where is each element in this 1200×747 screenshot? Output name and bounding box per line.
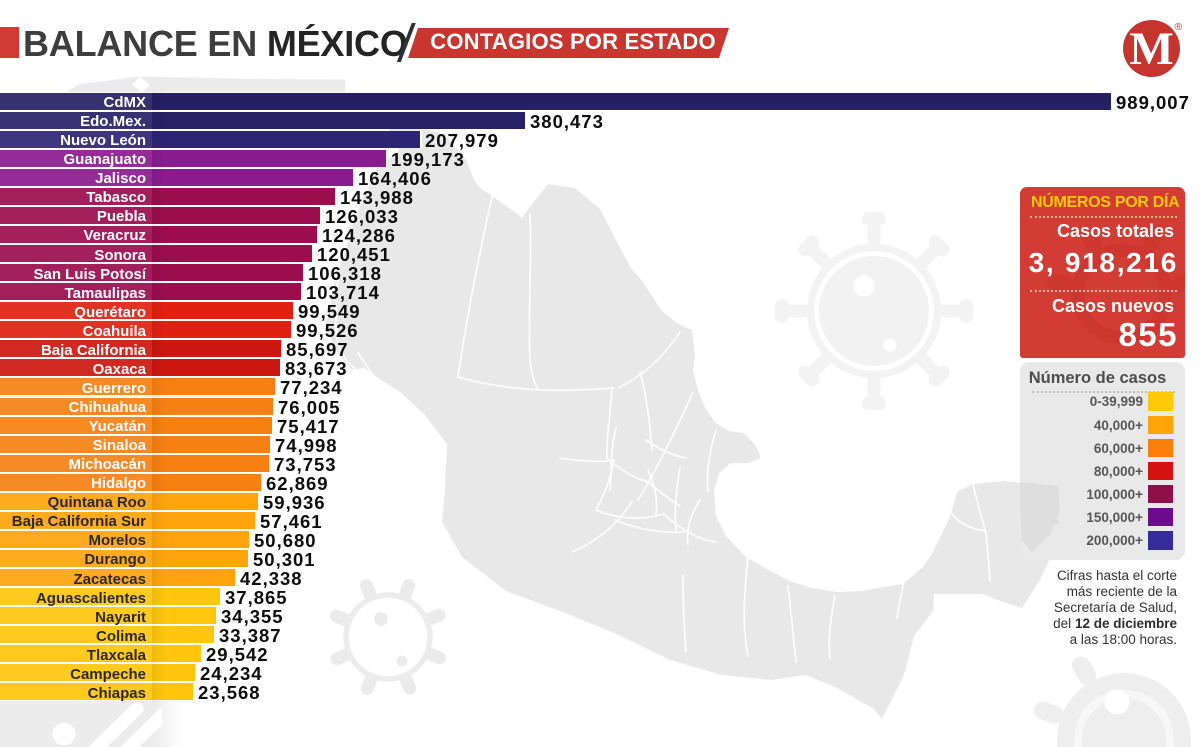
svg-text:®: ® — [1175, 21, 1183, 33]
svg-text:M: M — [1129, 23, 1173, 75]
